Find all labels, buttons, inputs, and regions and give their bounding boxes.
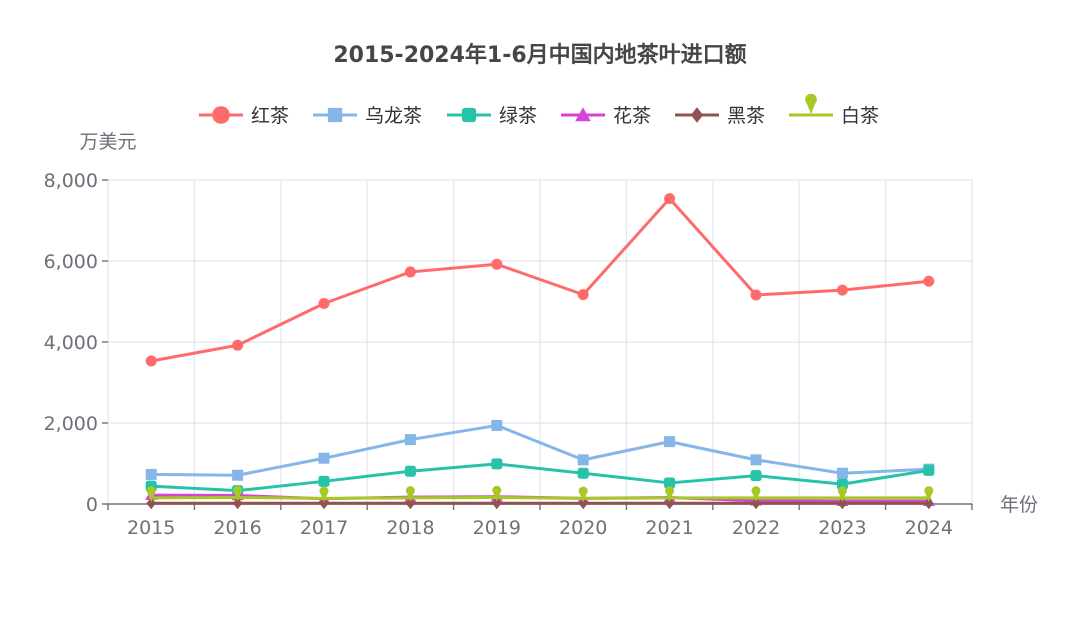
- data-point[interactable]: [491, 258, 503, 270]
- legend-label: 黑茶: [727, 105, 765, 127]
- legend-label: 绿茶: [499, 105, 537, 127]
- legend-label: 白茶: [841, 105, 879, 127]
- series-line[interactable]: [151, 423, 929, 477]
- data-point[interactable]: [232, 497, 243, 510]
- legend-item[interactable]: 红茶: [199, 105, 289, 127]
- data-point[interactable]: [319, 486, 329, 503]
- data-point[interactable]: [404, 266, 416, 278]
- legend-marker[interactable]: [327, 107, 343, 123]
- series-line[interactable]: [150, 197, 929, 363]
- data-point[interactable]: [923, 464, 935, 476]
- legend-label: 红茶: [251, 105, 289, 127]
- legend-item[interactable]: 花茶: [561, 105, 651, 127]
- data-point[interactable]: [232, 339, 244, 351]
- x-tick-label: 2015: [127, 517, 175, 539]
- x-tick-label: 2018: [386, 517, 434, 539]
- x-axis-label: 年份: [1000, 494, 1038, 516]
- data-point[interactable]: [404, 434, 416, 446]
- data-point[interactable]: [751, 486, 761, 502]
- data-point[interactable]: [318, 452, 330, 464]
- y-tick-label: 6,000: [44, 251, 98, 273]
- data-point[interactable]: [405, 497, 416, 510]
- data-point[interactable]: [837, 497, 848, 510]
- legend-marker[interactable]: [461, 107, 477, 123]
- data-point[interactable]: [146, 497, 156, 510]
- data-point[interactable]: [664, 497, 675, 510]
- data-point[interactable]: [232, 469, 244, 481]
- x-tick-label: 2021: [645, 517, 693, 539]
- data-point[interactable]: [492, 497, 502, 510]
- data-point[interactable]: [145, 355, 157, 367]
- series-2: [145, 458, 935, 497]
- x-tick-label: 2019: [473, 517, 521, 539]
- legend-label: 花茶: [613, 105, 651, 127]
- data-point[interactable]: [578, 486, 588, 503]
- legend-marker[interactable]: [212, 106, 230, 124]
- data-point[interactable]: [146, 486, 156, 502]
- data-point[interactable]: [577, 467, 589, 479]
- legend-marker[interactable]: [575, 107, 591, 122]
- data-point[interactable]: [924, 497, 934, 510]
- data-point[interactable]: [492, 485, 502, 502]
- data-point[interactable]: [577, 454, 589, 466]
- data-point[interactable]: [491, 458, 503, 470]
- data-point[interactable]: [664, 477, 676, 489]
- data-point[interactable]: [145, 468, 157, 480]
- data-point[interactable]: [318, 298, 330, 310]
- legend-item[interactable]: 绿茶: [447, 105, 537, 127]
- x-tick-label: 2016: [213, 517, 261, 539]
- y-tick-label: 2,000: [44, 413, 98, 435]
- data-point[interactable]: [664, 193, 676, 205]
- data-point[interactable]: [750, 470, 762, 482]
- axes: 0 2,000 4,000 6,000 8,000 2015 2016 2017 2018 201…: [44, 170, 973, 539]
- data-point[interactable]: [750, 454, 762, 466]
- chart-title: 2015-2024年1-6月中国内地茶叶进口额: [333, 42, 746, 68]
- data-point[interactable]: [664, 436, 676, 448]
- data-point[interactable]: [404, 465, 416, 477]
- legend-marker[interactable]: [805, 93, 817, 115]
- data-point[interactable]: [923, 275, 935, 287]
- data-point[interactable]: [318, 475, 330, 487]
- y-tick-label: 0: [86, 494, 98, 516]
- legend[interactable]: 红茶 乌龙茶 绿茶 花茶 黑茶 白茶: [199, 93, 879, 127]
- data-point[interactable]: [491, 419, 503, 431]
- data-point[interactable]: [836, 467, 848, 479]
- data-point[interactable]: [233, 485, 243, 502]
- legend-item[interactable]: 白茶: [789, 93, 879, 127]
- series-4: [146, 497, 934, 510]
- y-axis-label: 万美元: [79, 131, 136, 153]
- series-0: [145, 193, 935, 367]
- data-point[interactable]: [836, 284, 848, 296]
- data-point[interactable]: [665, 486, 675, 502]
- data-point[interactable]: [750, 289, 762, 301]
- x-tick-label: 2017: [300, 517, 348, 539]
- data-point[interactable]: [751, 497, 761, 510]
- data-point[interactable]: [578, 497, 588, 510]
- data-point[interactable]: [577, 289, 589, 301]
- series-5: [146, 485, 934, 503]
- data-point[interactable]: [924, 486, 934, 502]
- x-tick-label: 2024: [905, 517, 953, 539]
- series-line[interactable]: [151, 462, 930, 493]
- grid-lines: [107, 179, 973, 504]
- x-tick-label: 2022: [732, 517, 780, 539]
- legend-item[interactable]: 乌龙茶: [313, 105, 422, 127]
- data-point[interactable]: [836, 478, 848, 490]
- x-tick-label: 2023: [818, 517, 866, 539]
- legend-marker[interactable]: [690, 107, 704, 123]
- data-point[interactable]: [405, 486, 415, 502]
- x-tick-label: 2020: [559, 517, 607, 539]
- legend-label: 乌龙茶: [365, 105, 422, 127]
- y-tick-label: 4,000: [44, 332, 98, 354]
- data-point[interactable]: [319, 497, 329, 510]
- series-layer: [145, 193, 935, 510]
- legend-item[interactable]: 黑茶: [675, 105, 765, 127]
- series-1: [145, 419, 935, 481]
- data-point[interactable]: [837, 486, 847, 502]
- y-tick-label: 8,000: [44, 170, 98, 192]
- series-line[interactable]: [151, 496, 929, 500]
